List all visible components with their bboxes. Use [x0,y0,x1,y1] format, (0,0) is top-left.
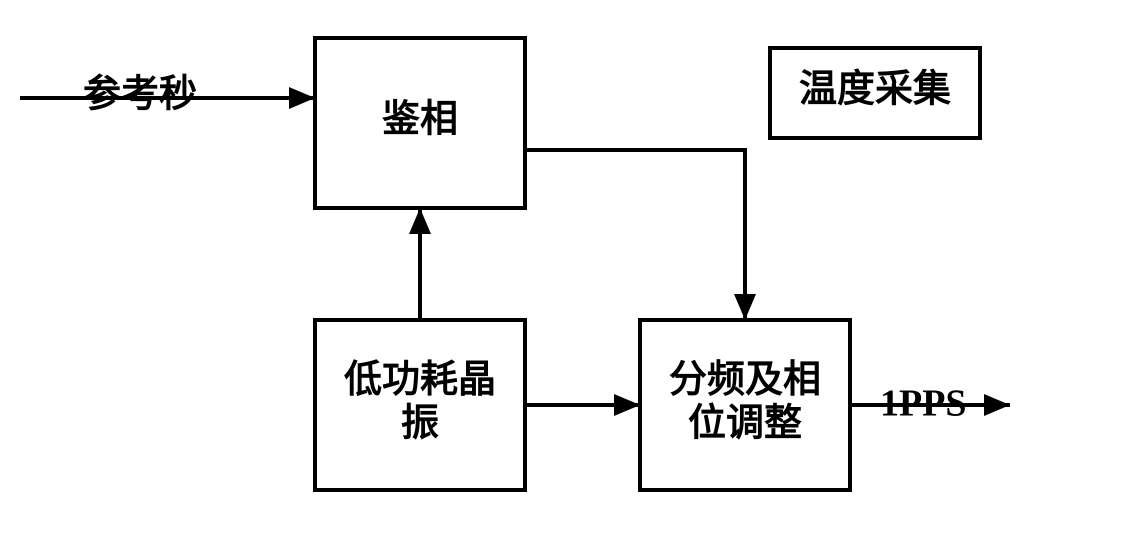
node-oscillator-label: 低功耗晶 [344,359,496,401]
node-phase_detector-label: 鉴相 [382,99,458,141]
node-oscillator: 低功耗晶振 [315,320,525,490]
label-ref_sec: 参考秒 [83,74,197,116]
node-phase_detector: 鉴相 [315,38,525,208]
node-divider: 分频及相位调整 [640,320,850,490]
node-divider-label: 分频及相 [669,359,821,401]
node-divider-label: 位调整 [688,403,802,445]
node-temperature-label: 温度采集 [799,69,951,111]
node-temperature: 温度采集 [770,48,980,138]
label-out_pps: 1PPS [880,383,967,425]
node-oscillator-label: 振 [401,403,439,445]
